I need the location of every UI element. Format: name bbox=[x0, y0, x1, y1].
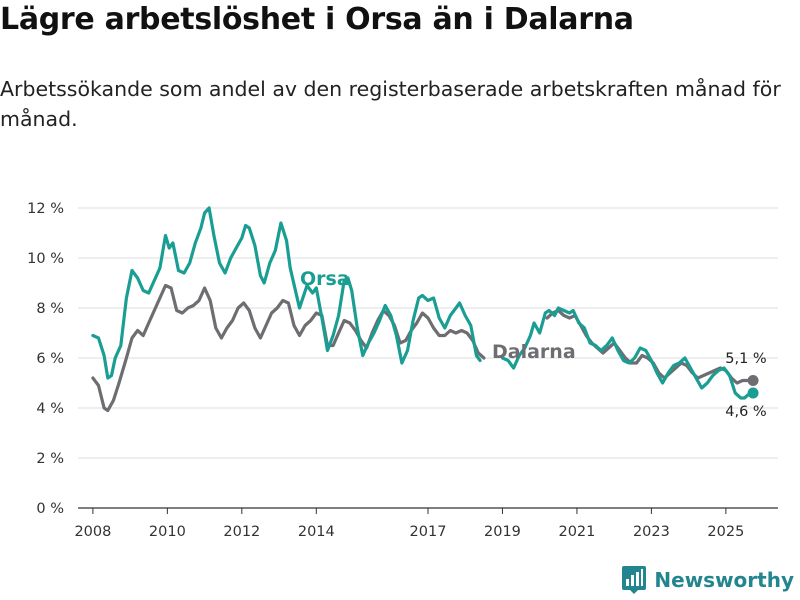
series-label-dalarna: Dalarna bbox=[492, 341, 576, 363]
x-tick-label: 2025 bbox=[707, 524, 744, 540]
x-tick-label: 2012 bbox=[223, 524, 260, 540]
series-lines bbox=[91, 206, 759, 413]
line-orsa bbox=[500, 306, 752, 400]
gridlines bbox=[78, 207, 778, 509]
y-tick-label: 8 % bbox=[36, 301, 64, 317]
y-tick-label: 0 % bbox=[36, 501, 64, 517]
x-axis: 2008 2010 2012 2014 2017 2019 2021 2023 2025 bbox=[74, 508, 744, 540]
x-tick-label: 2017 bbox=[410, 524, 447, 540]
y-tick-label: 6 % bbox=[36, 351, 64, 367]
x-tick-label: 2010 bbox=[149, 524, 186, 540]
y-tick-label: 10 % bbox=[27, 251, 64, 267]
y-tick-label: 4 % bbox=[36, 401, 64, 417]
y-tick-label: 12 % bbox=[27, 201, 64, 217]
x-tick-label: 2014 bbox=[298, 524, 335, 540]
chart-title: Lägre arbetslöshet i Orsa än i Dalarna bbox=[0, 2, 634, 37]
series-label-orsa: Orsa bbox=[300, 268, 350, 290]
x-tick-label: 2023 bbox=[633, 524, 670, 540]
y-tick-label: 2 % bbox=[36, 451, 64, 467]
x-tick-label: 2021 bbox=[558, 524, 595, 540]
chart-subtitle: Arbetssökande som andel av den registerb… bbox=[0, 77, 781, 131]
x-tick-label: 2008 bbox=[74, 524, 111, 540]
brand-name: Newsworthy bbox=[654, 568, 794, 592]
end-point-orsa bbox=[747, 387, 759, 399]
y-axis: 0 % 2 % 4 % 6 % 8 % 10 % 12 % bbox=[27, 201, 64, 517]
end-label-orsa: 4,6 % bbox=[725, 404, 766, 420]
brand-logo: Newsworthy bbox=[622, 566, 794, 594]
line-orsa bbox=[91, 206, 482, 380]
series-labels: Orsa Dalarna 5,1 % 4,6 % bbox=[300, 268, 767, 420]
end-label-dalarna: 5,1 % bbox=[725, 351, 766, 367]
line-dalarna bbox=[91, 283, 486, 413]
bar-chart-logo-icon bbox=[622, 566, 647, 594]
end-point-dalarna bbox=[747, 375, 759, 386]
x-tick-label: 2019 bbox=[484, 524, 521, 540]
